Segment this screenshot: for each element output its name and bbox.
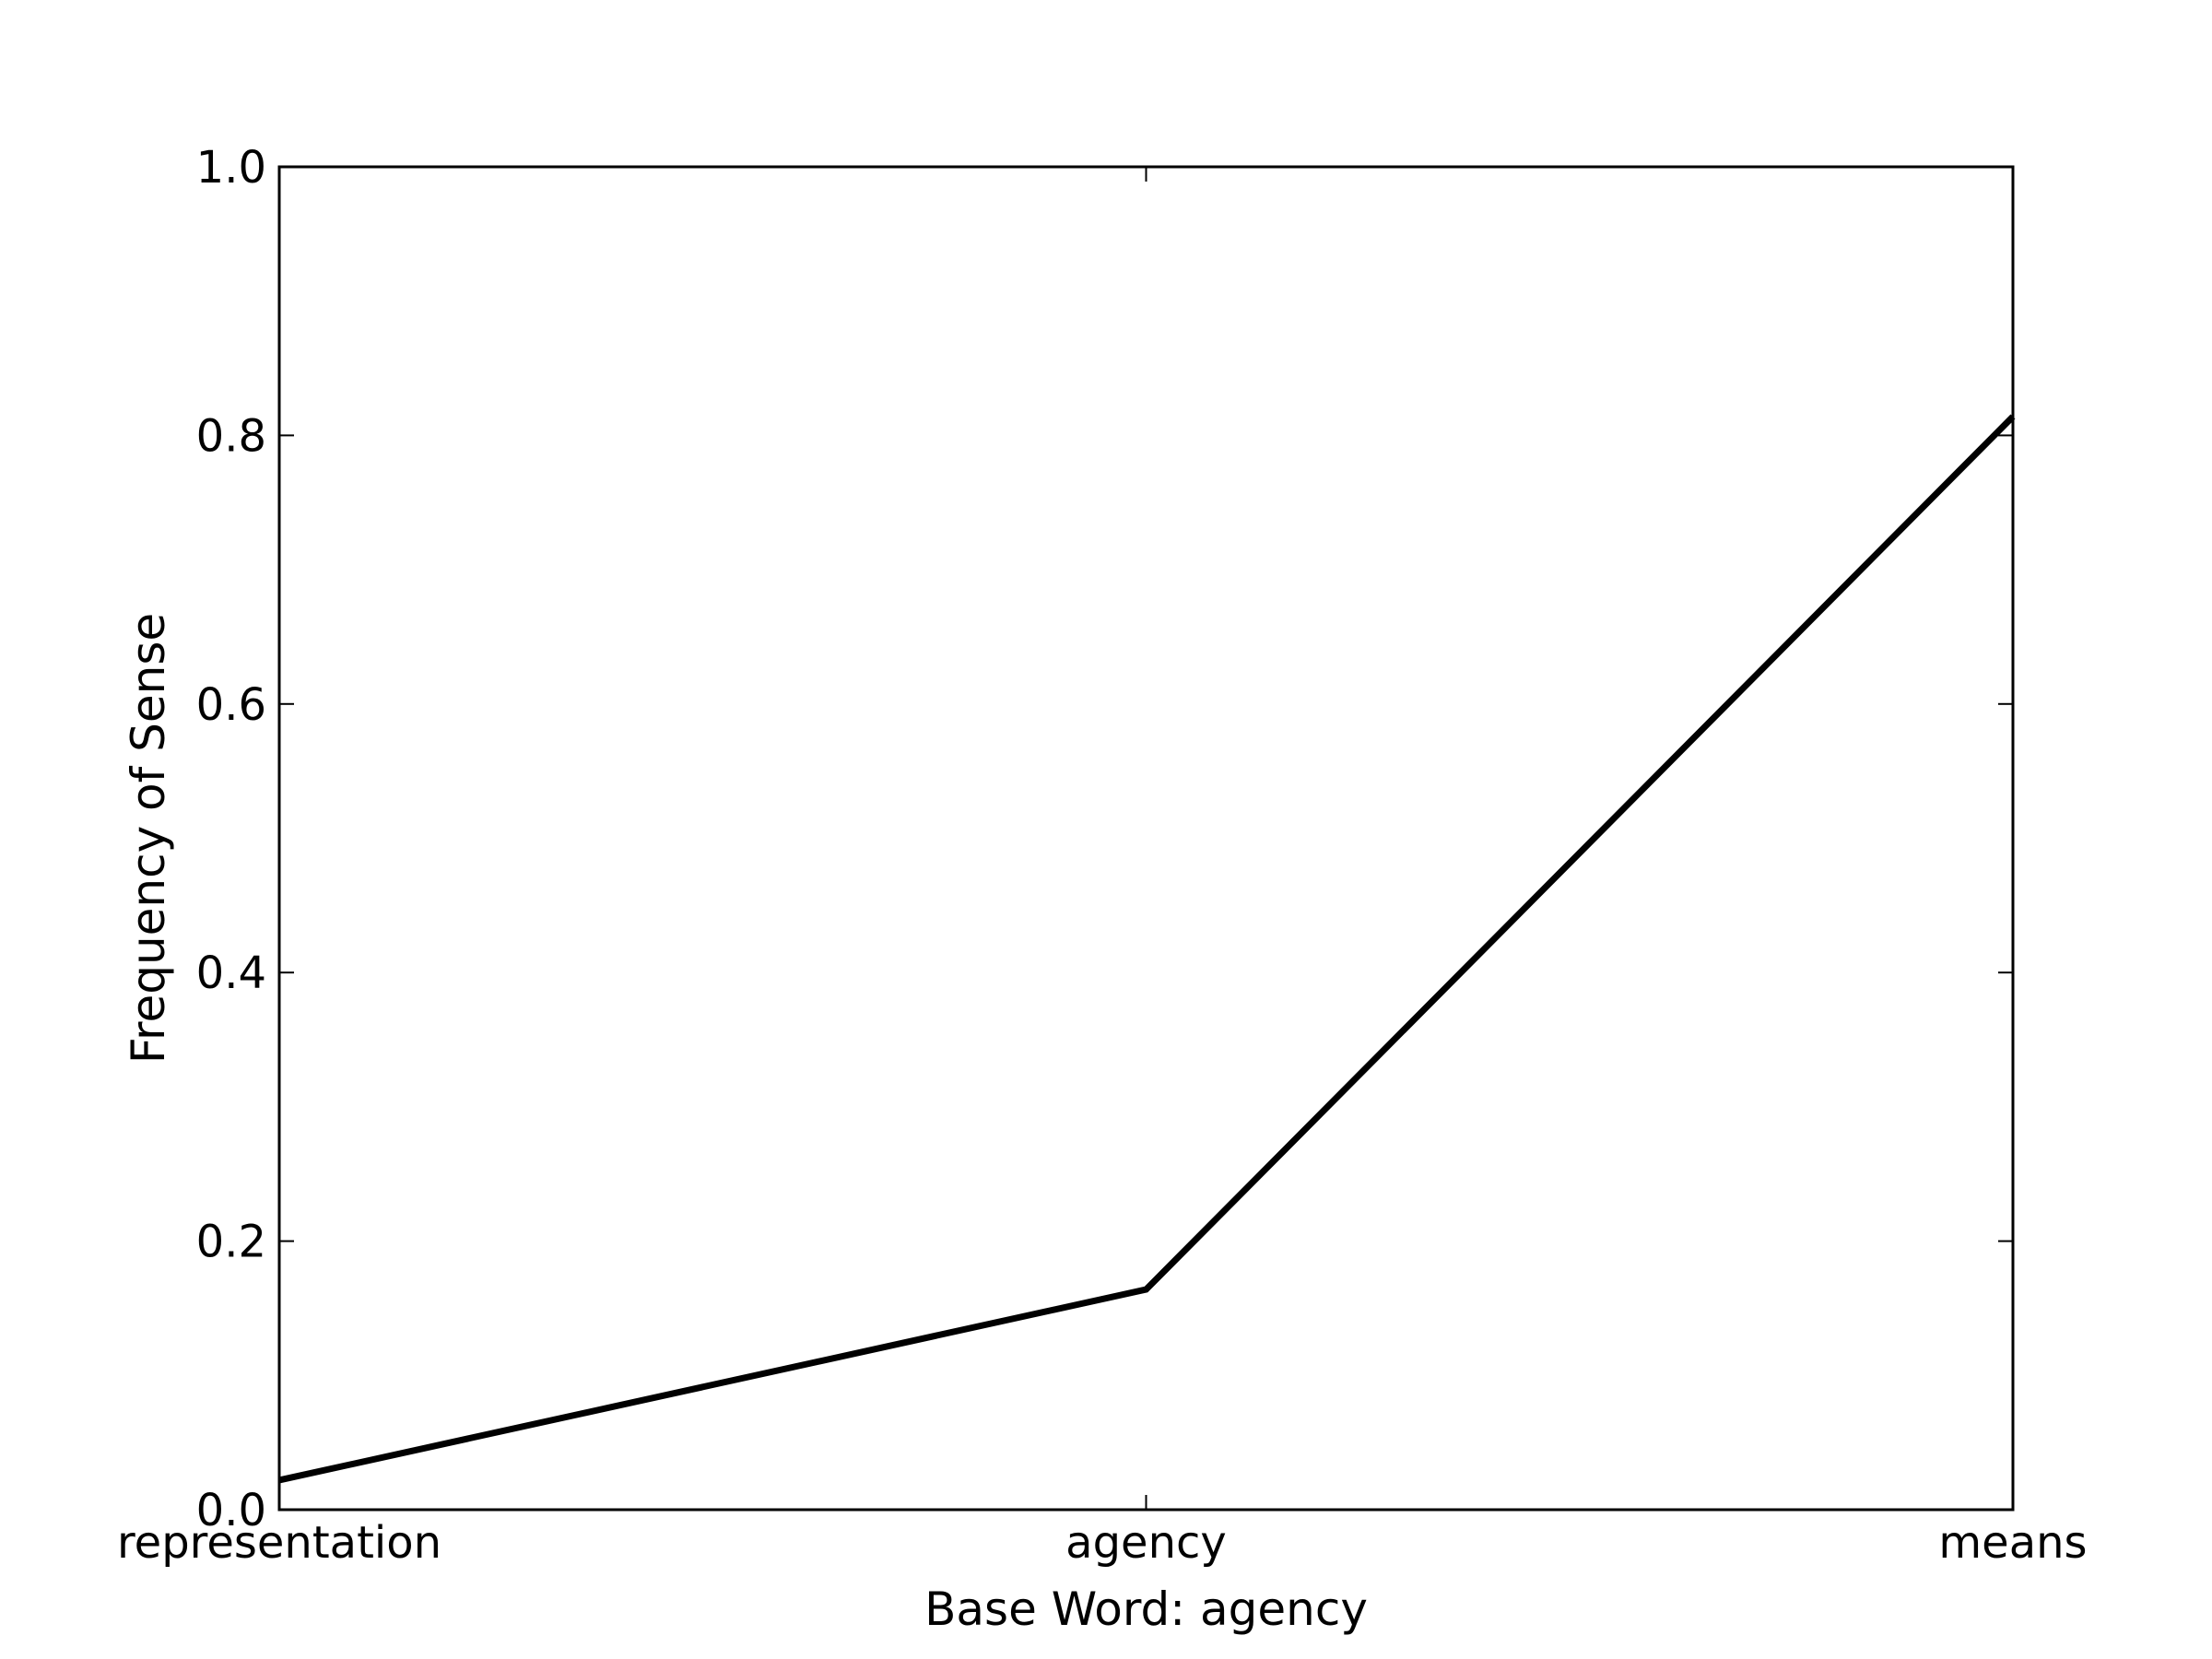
y-tick-labels: 0.0 0.2 0.4 0.6 0.8 1.0 — [196, 142, 266, 1536]
y-tick-label: 0.6 — [196, 679, 266, 731]
x-tick-label: representation — [117, 1517, 441, 1569]
x-tick-label: agency — [1065, 1517, 1227, 1569]
series-layer — [278, 414, 2016, 1484]
plot-frame — [277, 165, 2015, 1512]
y-tick-label: 0.0 — [196, 1485, 266, 1536]
y-tick-label: 0.8 — [196, 410, 266, 462]
y-tick-label: 1.0 — [196, 142, 266, 194]
y-tick-label: 0.4 — [196, 947, 266, 999]
y-tick-label: 0.2 — [196, 1217, 266, 1268]
x-tick-labels: representation agency means — [117, 1517, 2088, 1569]
x-axis-label: Base Word: agency — [924, 1583, 1368, 1636]
x-tick-label: means — [1938, 1517, 2087, 1569]
y-axis-label: Frequency of Sense — [122, 613, 175, 1064]
series-line — [278, 414, 2016, 1484]
